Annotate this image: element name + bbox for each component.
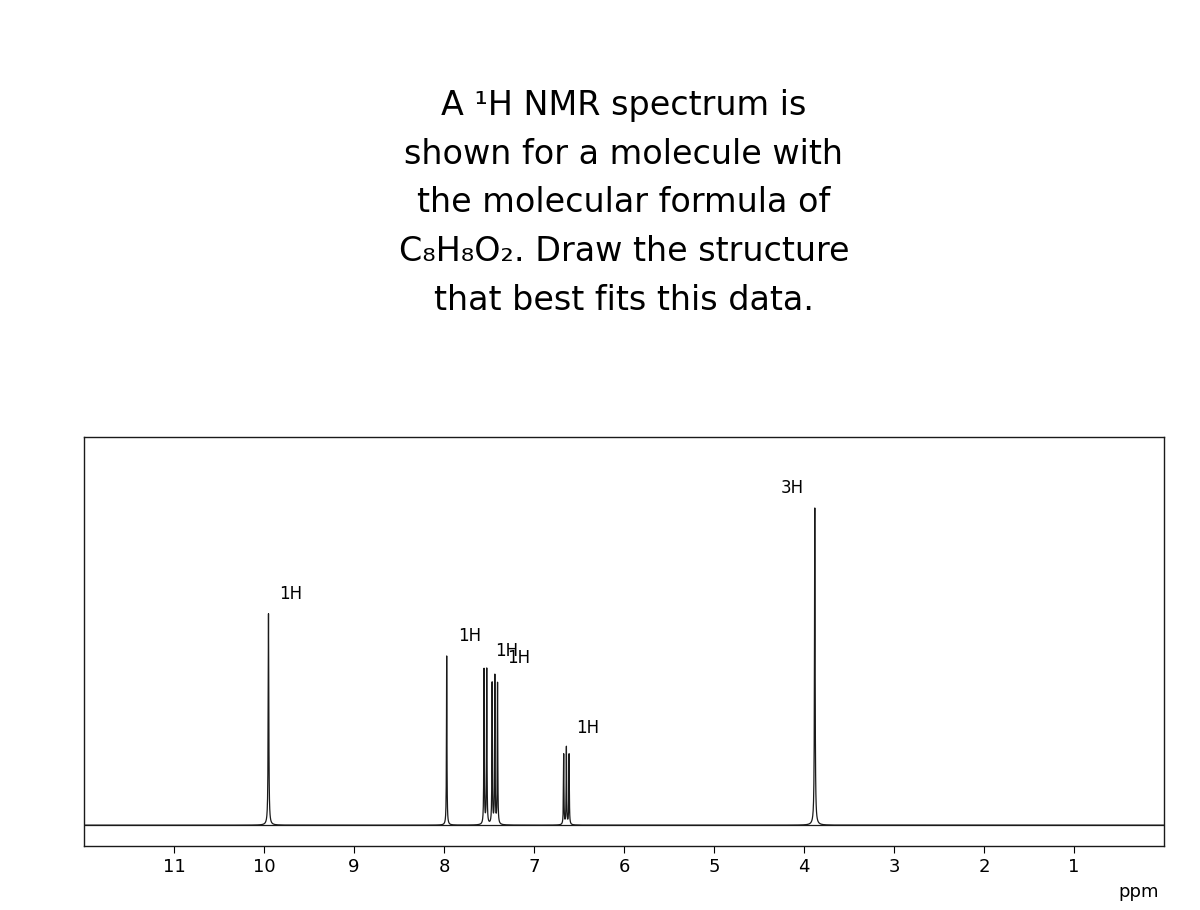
- Text: A ¹H NMR spectrum is
shown for a molecule with
the molecular formula of
C₈H₈O₂. : A ¹H NMR spectrum is shown for a molecul…: [398, 89, 850, 317]
- Text: 1H: 1H: [496, 642, 518, 660]
- Text: 1H: 1H: [576, 719, 600, 737]
- Text: 1H: 1H: [457, 627, 481, 645]
- Text: 1H: 1H: [508, 649, 530, 666]
- Text: 1H: 1H: [280, 585, 302, 603]
- Text: ppm: ppm: [1118, 883, 1159, 901]
- Text: 3H: 3H: [781, 480, 804, 498]
